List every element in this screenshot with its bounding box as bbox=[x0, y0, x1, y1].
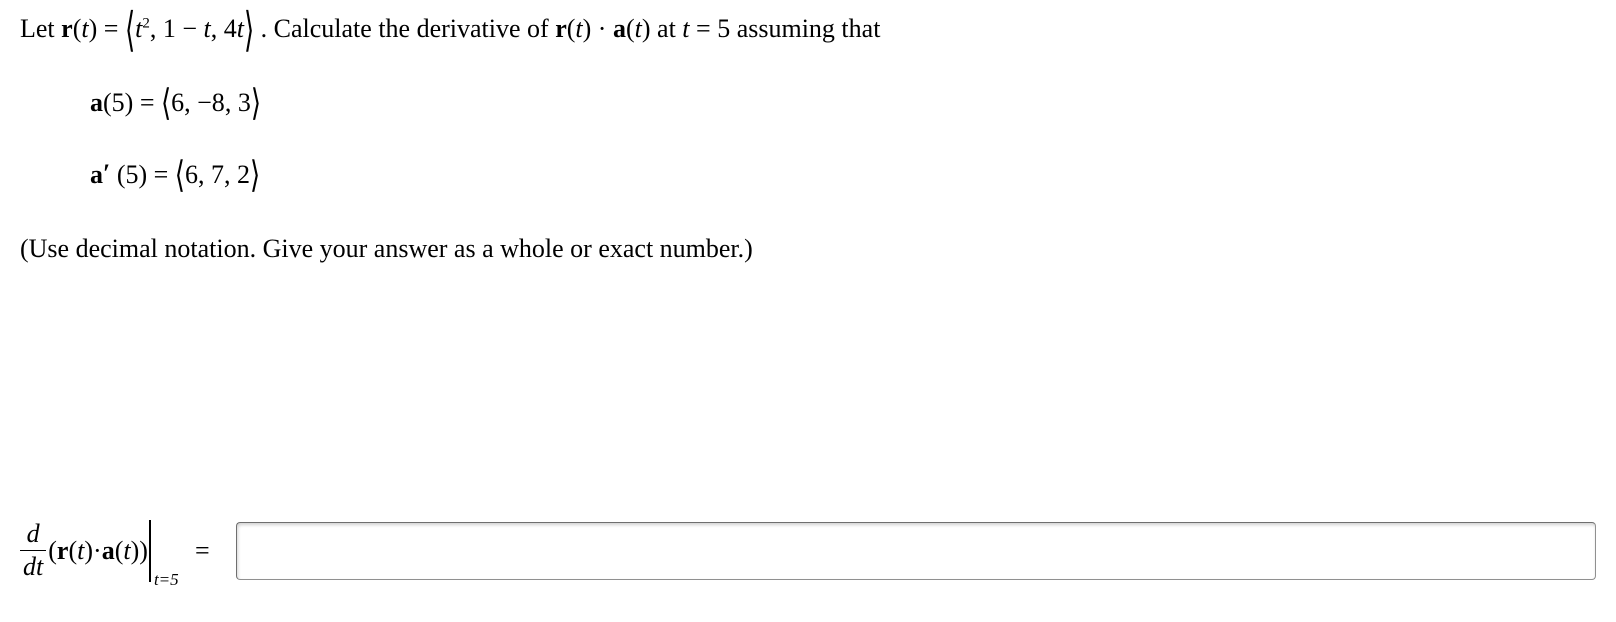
comma2: , bbox=[211, 14, 224, 43]
open-paren: ( bbox=[48, 536, 57, 566]
eval-bar-icon: t=5 bbox=[149, 520, 151, 582]
rangle-icon: ⟩ bbox=[244, 8, 254, 55]
ap5-c3: 2 bbox=[237, 160, 250, 189]
frac-den: dt bbox=[20, 550, 46, 582]
text-let: Let bbox=[20, 14, 61, 43]
ap5-c2: 7 bbox=[211, 160, 224, 189]
ddt-fraction: d dt bbox=[20, 519, 46, 582]
text-calc: . Calculate the derivative of bbox=[254, 14, 555, 43]
r-of-t: (t) bbox=[73, 14, 98, 43]
rangle-icon: ⟩ bbox=[251, 86, 261, 122]
text-assuming: assuming that bbox=[730, 14, 880, 43]
prime: ′ bbox=[103, 159, 110, 188]
lhs-r: r bbox=[57, 536, 69, 566]
langle-icon: ⟨ bbox=[175, 158, 185, 194]
given-aprime5: a′ (5) = ⟨6, 7, 2⟩ bbox=[20, 162, 1596, 188]
a5-c3: 3 bbox=[238, 88, 251, 117]
langle-icon: ⟨ bbox=[161, 86, 171, 122]
ap5-c1: 6 bbox=[185, 160, 198, 189]
comp3: 4t bbox=[224, 14, 244, 43]
comp2: 1 − t bbox=[163, 14, 211, 43]
langle-icon: ⟨ bbox=[125, 8, 135, 55]
lhs-a: a bbox=[102, 536, 115, 566]
answer-row: d dt (r(t) · a(t))t=5 = bbox=[20, 479, 1596, 602]
ap5-func: a bbox=[90, 160, 103, 189]
a5-func: a bbox=[90, 88, 103, 117]
a5-c1: 6 bbox=[171, 88, 184, 117]
a5-c2: −8 bbox=[197, 88, 225, 117]
lhs-aarg: (t)) bbox=[115, 536, 148, 566]
lhs-dot: · bbox=[93, 536, 102, 566]
equals-1: = bbox=[97, 14, 125, 43]
lhs-rarg: (t) bbox=[68, 536, 93, 566]
r-label: r bbox=[61, 14, 73, 43]
given-a5: a(5) = ⟨6, −8, 3⟩ bbox=[20, 90, 1596, 116]
eval-sub: t=5 bbox=[154, 570, 179, 590]
derivative-expression: d dt (r(t) · a(t))t=5 bbox=[20, 519, 151, 582]
answer-input[interactable] bbox=[236, 522, 1596, 580]
equals-sign: = bbox=[195, 536, 210, 566]
a-label: a bbox=[613, 14, 626, 43]
rangle-icon: ⟩ bbox=[250, 158, 260, 194]
comma1: , bbox=[150, 14, 163, 43]
problem-statement-line1: Let r(t) = ⟨t2, 1 − t, 4t⟩ . Calculate t… bbox=[20, 16, 1596, 42]
hint-text: (Use decimal notation. Give your answer … bbox=[20, 236, 1596, 262]
comp1: t2 bbox=[135, 14, 150, 43]
ap5-arg: (5) = bbox=[110, 160, 174, 189]
at2: (t) at t = 5 bbox=[626, 14, 730, 43]
rt2: (t) · bbox=[567, 14, 613, 43]
r-label-2: r bbox=[555, 14, 567, 43]
a5-arg: (5) = bbox=[103, 88, 161, 117]
frac-num: d bbox=[20, 519, 46, 550]
